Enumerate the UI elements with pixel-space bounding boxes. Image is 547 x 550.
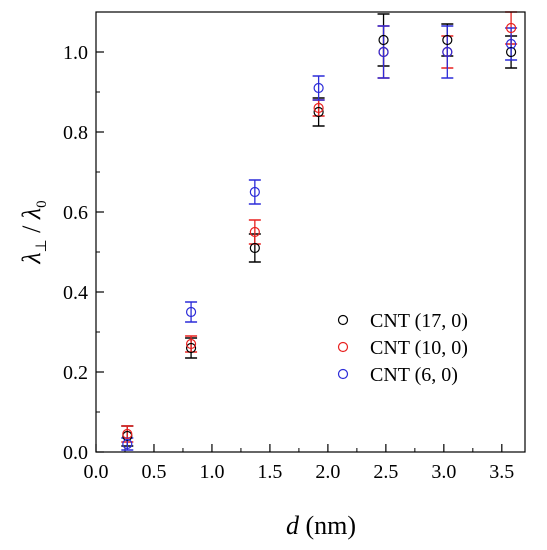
y-axis-title: λ⊥ / λ0 [17,200,50,264]
x-tick-label: 0.0 [84,461,109,483]
x-tick-label: 1.5 [257,461,282,483]
x-axis-title: d (nm) [286,511,356,540]
error-bars [121,11,518,451]
data-point [185,338,197,350]
data-point [313,106,324,118]
x-tick-label: 3.0 [431,461,456,483]
data-point [313,102,324,114]
x-tick-label: 2.0 [315,461,340,483]
legend-marker [337,341,349,353]
axis-ticks [95,11,503,453]
data-point [185,342,197,354]
y-tick-label: 0.4 [63,282,88,304]
y-tick-label: 0.8 [63,122,88,144]
y-tick-label: 0.0 [63,442,88,464]
legend-label: CNT (17, 0) [370,310,468,332]
data-point [249,226,260,238]
data-point [505,38,517,50]
legend-marker [337,314,349,326]
data-point [378,46,389,58]
plot-frame [95,11,526,453]
data-point [249,186,260,198]
legend-label: CNT (10, 0) [370,337,468,359]
x-tick-label: 3.5 [489,461,514,483]
data-point [249,242,260,254]
tick-labels: 0.0 0.5 1.0 1.5 2.0 2.5 3.0 3.5 0.0 0.2 0.4 0.6 0.8 1… [63,42,514,483]
data-point [442,34,453,46]
data-points [122,22,517,450]
legend: CNT (17, 0) CNT (10, 0) CNT (6, 0) [337,310,468,386]
data-point [185,306,197,318]
x-tick-label: 0.5 [141,461,166,483]
y-tick-label: 0.2 [63,362,88,384]
legend-marker [337,368,349,380]
x-tick-label: 2.5 [373,461,398,483]
data-point [122,438,133,450]
data-point [378,34,389,46]
data-point [313,82,324,94]
data-point [442,46,453,58]
y-tick-label: 1.0 [63,42,88,64]
data-point [505,46,517,58]
data-point [505,22,517,34]
x-tick-label: 1.0 [199,461,224,483]
y-tick-label: 0.6 [63,202,88,224]
legend-label: CNT (6, 0) [370,364,458,386]
data-point [122,428,133,440]
